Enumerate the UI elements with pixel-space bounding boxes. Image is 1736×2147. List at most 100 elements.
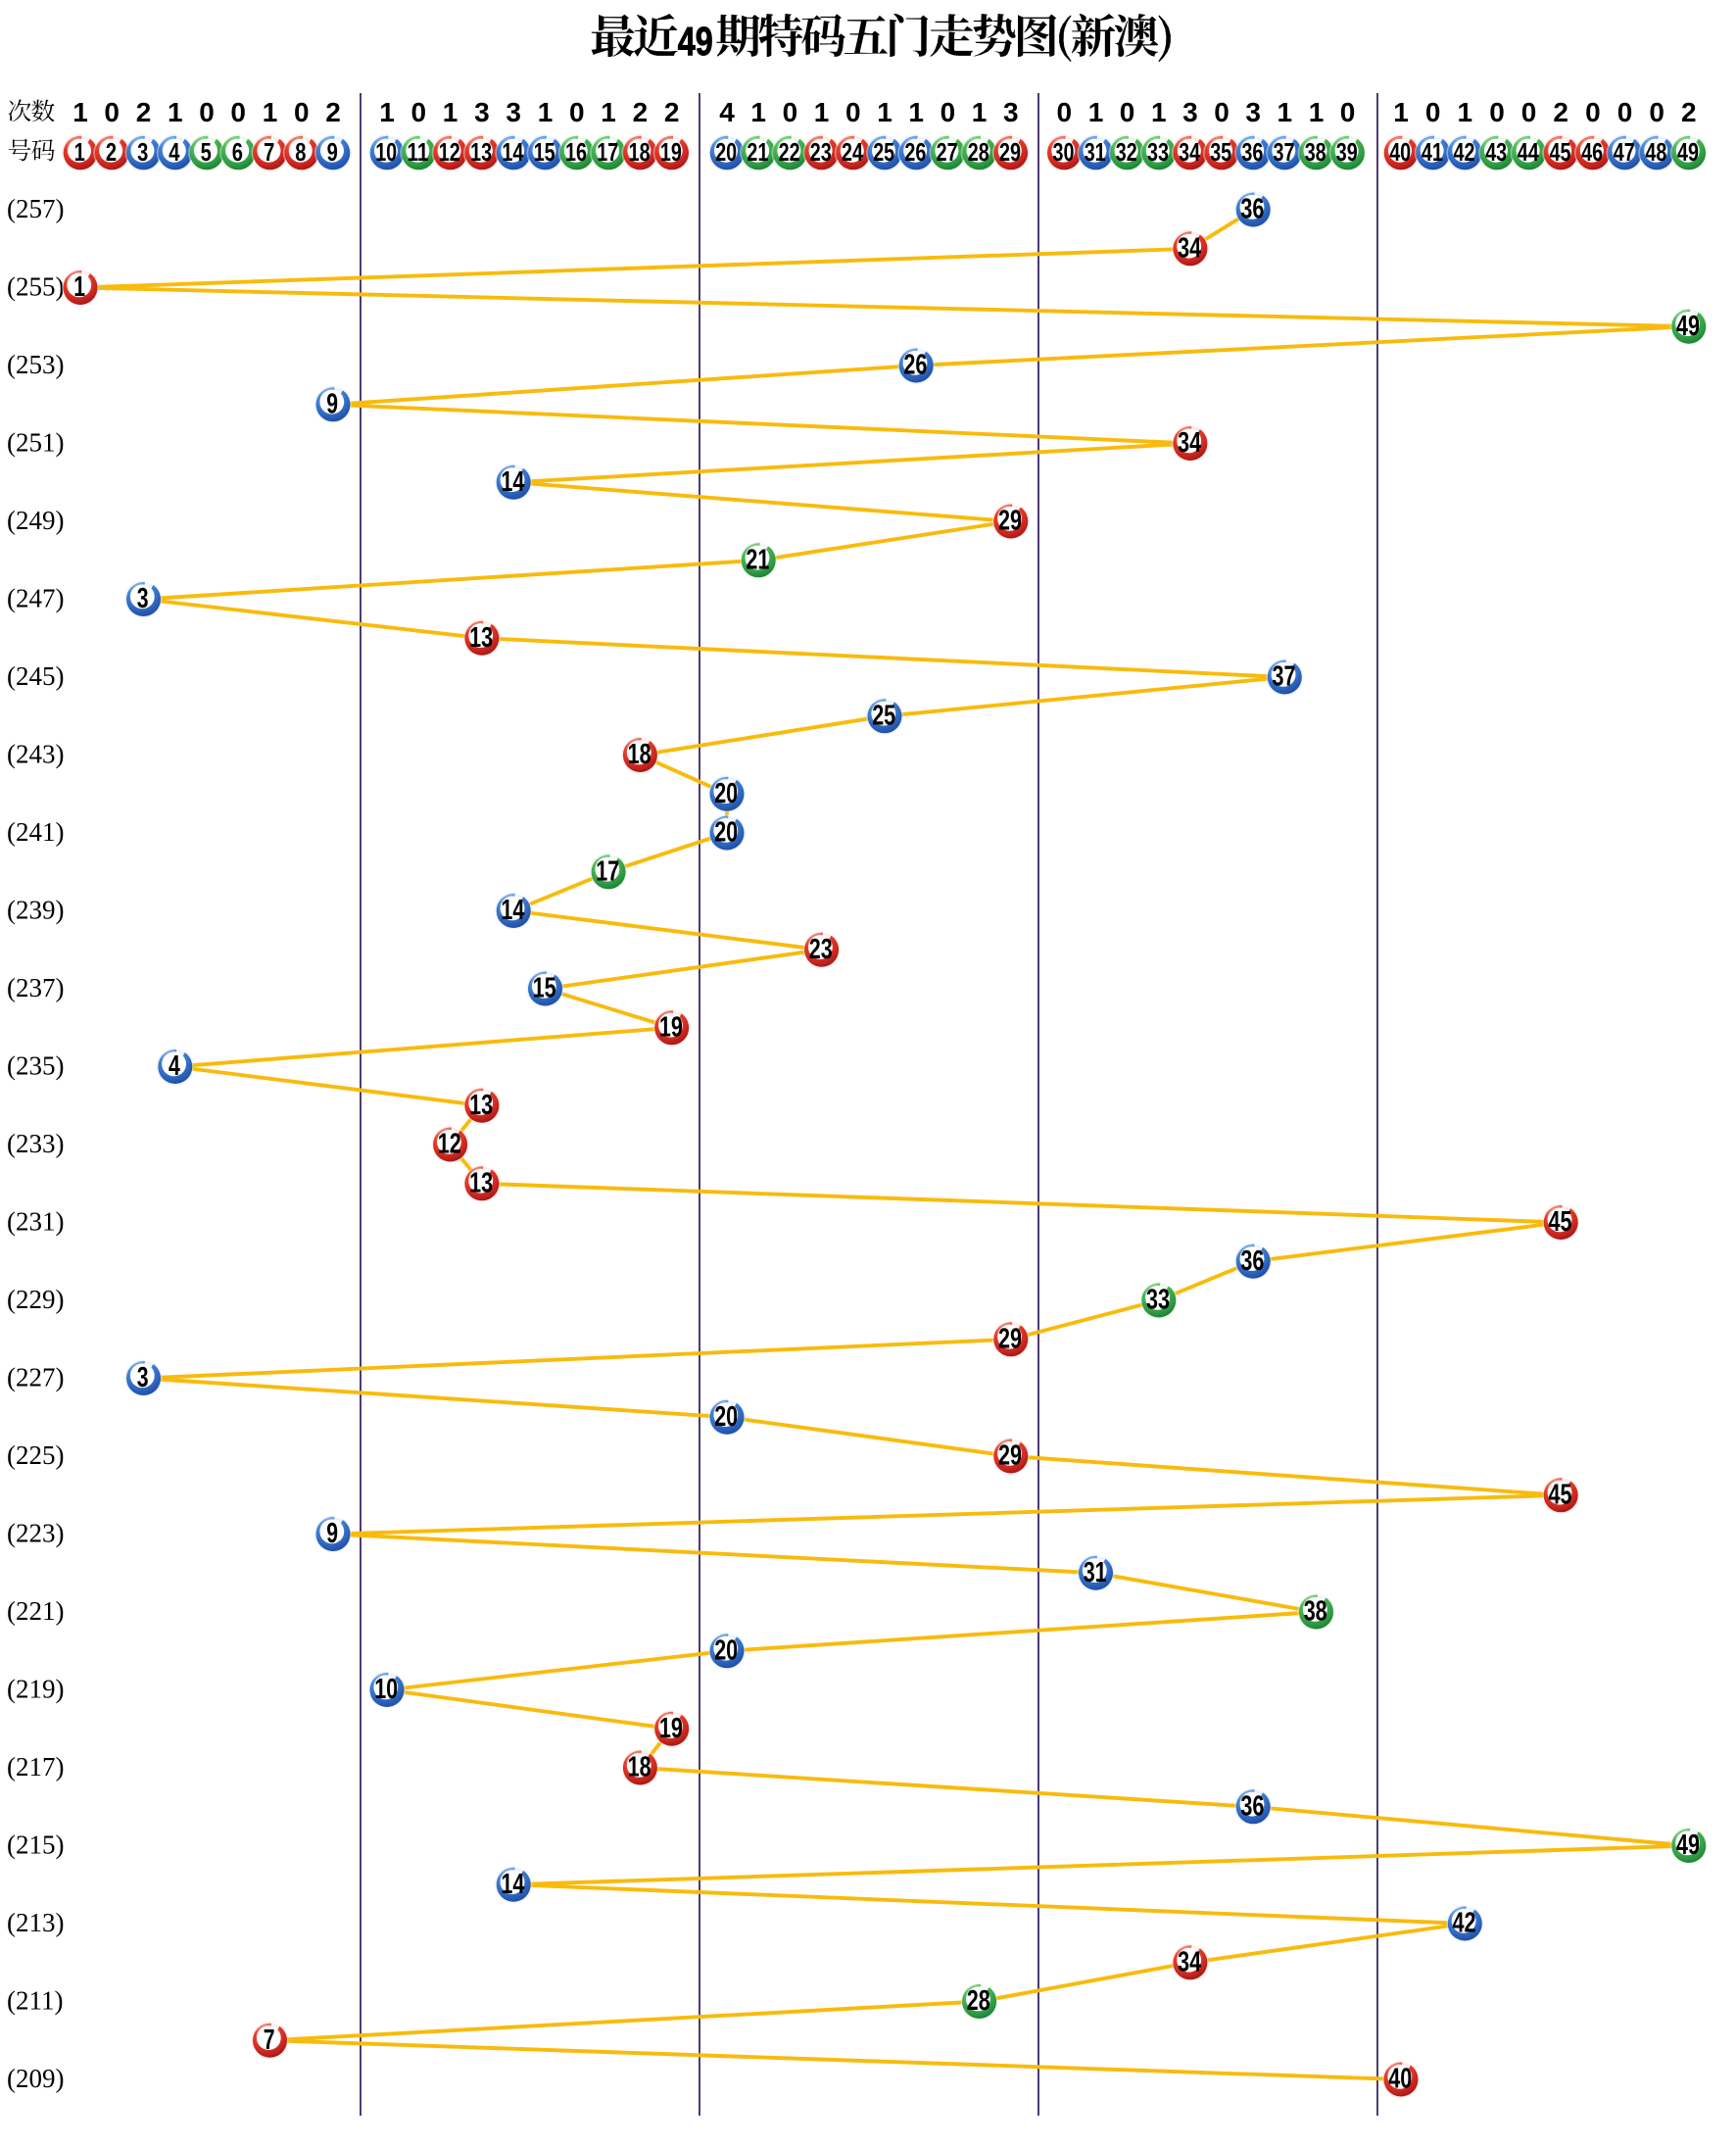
svg-text:29: 29 <box>998 1440 1022 1472</box>
svg-text:36: 36 <box>1240 194 1264 225</box>
svg-text:23: 23 <box>810 139 832 167</box>
svg-text:3: 3 <box>1182 97 1198 127</box>
svg-text:14: 14 <box>501 466 524 498</box>
svg-text:49: 49 <box>1676 1830 1700 1861</box>
svg-text:0: 0 <box>1617 97 1633 127</box>
svg-text:34: 34 <box>1178 232 1201 264</box>
svg-text:2: 2 <box>136 97 152 127</box>
svg-text:49: 49 <box>678 19 713 64</box>
svg-text:1: 1 <box>1088 97 1104 127</box>
svg-text:0: 0 <box>294 97 310 127</box>
svg-text:0: 0 <box>940 97 956 127</box>
svg-text:1: 1 <box>379 97 395 127</box>
svg-text:17: 17 <box>596 855 619 887</box>
svg-text:36: 36 <box>1241 139 1263 167</box>
svg-text:9: 9 <box>326 388 338 419</box>
svg-text:44: 44 <box>1518 139 1540 167</box>
svg-text:(231): (231) <box>7 1207 64 1237</box>
svg-text:26: 26 <box>903 350 927 381</box>
svg-text:21: 21 <box>747 139 768 167</box>
svg-text:14: 14 <box>501 1869 524 1900</box>
svg-text:31: 31 <box>1085 139 1106 167</box>
svg-text:4: 4 <box>719 97 735 127</box>
svg-text:15: 15 <box>534 139 555 167</box>
svg-text:0: 0 <box>1425 97 1441 127</box>
svg-text:30: 30 <box>1053 139 1075 167</box>
svg-text:1: 1 <box>443 97 458 127</box>
svg-text:13: 13 <box>469 1167 493 1198</box>
svg-text:13: 13 <box>470 139 492 167</box>
svg-text:45: 45 <box>1550 139 1571 167</box>
svg-text:11: 11 <box>408 139 429 167</box>
svg-text:(215): (215) <box>7 1830 64 1860</box>
svg-text:34: 34 <box>1178 427 1201 459</box>
svg-text:33: 33 <box>1146 1285 1170 1316</box>
svg-text:(245): (245) <box>7 661 64 691</box>
svg-text:1: 1 <box>73 271 85 303</box>
svg-text:(225): (225) <box>7 1440 64 1470</box>
svg-text:48: 48 <box>1645 139 1666 167</box>
svg-text:15: 15 <box>533 973 556 1004</box>
svg-text:(251): (251) <box>7 428 64 458</box>
svg-text:1: 1 <box>72 97 88 127</box>
svg-text:6: 6 <box>232 139 243 167</box>
svg-text:0: 0 <box>230 97 246 127</box>
svg-text:3: 3 <box>506 97 521 127</box>
svg-text:45: 45 <box>1549 1206 1572 1238</box>
svg-text:25: 25 <box>872 700 895 731</box>
svg-text:38: 38 <box>1305 139 1326 167</box>
svg-text:(235): (235) <box>7 1051 64 1081</box>
svg-text:13: 13 <box>469 1090 493 1121</box>
svg-text:1: 1 <box>750 97 766 127</box>
svg-text:28: 28 <box>967 1985 990 2017</box>
svg-text:1: 1 <box>601 97 616 127</box>
svg-text:29: 29 <box>999 139 1021 167</box>
svg-text:42: 42 <box>1454 139 1475 167</box>
svg-text:49: 49 <box>1676 311 1700 342</box>
svg-text:(247): (247) <box>7 584 64 613</box>
svg-text:(241): (241) <box>7 817 64 847</box>
svg-text:20: 20 <box>715 139 737 167</box>
svg-text:3: 3 <box>137 583 149 614</box>
svg-text:0: 0 <box>783 97 798 127</box>
svg-text:18: 18 <box>628 739 651 770</box>
svg-text:0: 0 <box>1214 97 1230 127</box>
svg-text:4: 4 <box>169 139 180 167</box>
svg-text:42: 42 <box>1453 1908 1476 1939</box>
svg-text:1: 1 <box>1458 97 1473 127</box>
svg-text:36: 36 <box>1240 1790 1264 1822</box>
svg-text:37: 37 <box>1274 139 1295 167</box>
svg-text:1: 1 <box>908 97 924 127</box>
svg-text:19: 19 <box>659 1713 683 1744</box>
svg-text:16: 16 <box>565 139 587 167</box>
svg-text:0: 0 <box>199 97 215 127</box>
svg-text:7: 7 <box>264 2025 275 2056</box>
svg-text:12: 12 <box>438 1129 461 1160</box>
svg-text:17: 17 <box>597 139 618 167</box>
svg-text:0: 0 <box>1057 97 1073 127</box>
svg-text:0: 0 <box>845 97 861 127</box>
svg-text:27: 27 <box>937 139 958 167</box>
svg-text:47: 47 <box>1614 139 1635 167</box>
svg-text:5: 5 <box>201 139 212 167</box>
svg-text:12: 12 <box>439 139 460 167</box>
svg-text:(229): (229) <box>7 1285 64 1314</box>
svg-text:0: 0 <box>1489 97 1505 127</box>
svg-text:1: 1 <box>1309 97 1325 127</box>
svg-text:24: 24 <box>842 139 864 167</box>
svg-text:(213): (213) <box>7 1908 64 1937</box>
svg-text:0: 0 <box>411 97 427 127</box>
svg-text:9: 9 <box>327 139 338 167</box>
svg-text:(237): (237) <box>7 973 64 1002</box>
svg-text:2: 2 <box>1681 97 1697 127</box>
svg-text:7: 7 <box>264 139 274 167</box>
svg-text:31: 31 <box>1084 1557 1107 1588</box>
svg-text:20: 20 <box>714 1401 738 1433</box>
svg-text:1: 1 <box>1278 97 1293 127</box>
svg-text:3: 3 <box>1245 97 1261 127</box>
svg-text:(219): (219) <box>7 1675 64 1704</box>
svg-text:49: 49 <box>1677 139 1699 167</box>
svg-text:35: 35 <box>1210 139 1231 167</box>
svg-text:18: 18 <box>629 139 651 167</box>
svg-text:(221): (221) <box>7 1596 64 1626</box>
